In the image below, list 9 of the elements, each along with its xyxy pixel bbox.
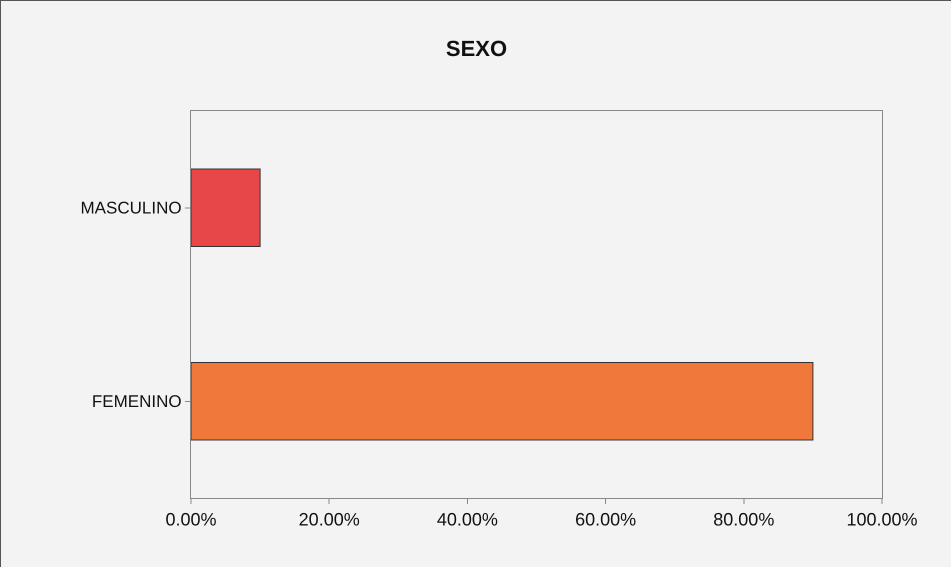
x-tick-label: 20.00% [298, 510, 360, 530]
x-tick-label: 60.00% [575, 510, 636, 530]
x-tick-label: 100.00% [846, 510, 918, 530]
y-tick-label: FEMENINO [92, 392, 182, 412]
x-tick-label: 0.00% [165, 510, 217, 530]
chart-title: SEXO [446, 36, 508, 62]
x-tick-label: 40.00% [436, 510, 498, 530]
x-tick-label: 80.00% [713, 510, 774, 530]
y-tick-label: MASCULINO [80, 198, 182, 218]
